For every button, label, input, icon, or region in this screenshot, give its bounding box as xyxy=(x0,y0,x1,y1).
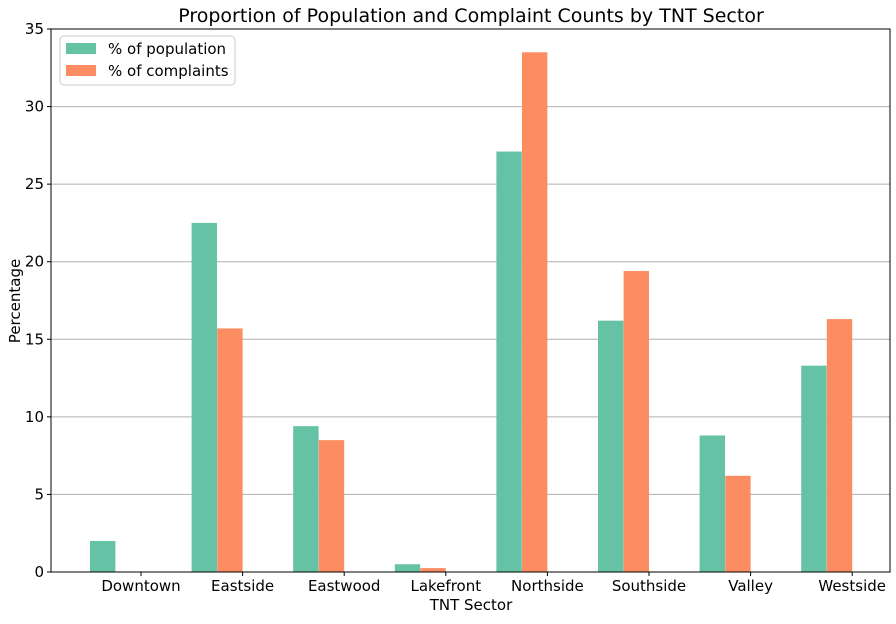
legend-box xyxy=(59,35,236,86)
x-tick-label: Lakefront xyxy=(410,577,481,595)
population-bar-eastside xyxy=(191,222,217,572)
population-bar-northside xyxy=(496,151,522,572)
x-tick-label: Northside xyxy=(511,577,584,595)
y-tick-label: 10 xyxy=(25,408,44,426)
complaints-bar-lakefront xyxy=(420,568,446,572)
legend-swatch xyxy=(66,43,96,54)
complaints-bar-eastwood xyxy=(318,440,345,572)
y-tick-label: 0 xyxy=(34,563,44,581)
x-axis-label: TNT Sector xyxy=(429,596,513,614)
legend-label: % of complaints xyxy=(108,62,229,80)
y-tick-label: 15 xyxy=(25,330,44,348)
chart-title: Proportion of Population and Complaint C… xyxy=(178,5,764,27)
y-tick-label: 20 xyxy=(25,253,44,271)
complaints-bar-northside xyxy=(522,52,548,573)
y-axis-label: Percentage xyxy=(6,259,24,343)
gridlines xyxy=(51,28,890,573)
legend-swatch xyxy=(66,65,96,76)
complaints-bar-eastside xyxy=(217,328,243,572)
x-tick-label: Eastside xyxy=(211,577,274,595)
complaints-bar-westside xyxy=(826,319,853,572)
plot-frame xyxy=(50,28,891,573)
y-tick-label: 30 xyxy=(25,98,44,116)
x-tick-label: Westside xyxy=(818,577,886,595)
x-tick-label: Eastwood xyxy=(308,577,381,595)
x-tick-label: Downtown xyxy=(101,577,180,595)
x-tick-label: Valley xyxy=(728,577,773,595)
complaints-bar-valley xyxy=(725,475,751,572)
legend-label: % of population xyxy=(108,40,226,58)
legend: % of population % of complaints xyxy=(59,35,236,86)
population-bar-southside xyxy=(598,320,624,572)
axes: 0 5 10 15 20 25 30 35 Downtown Eastside Eastwood La… xyxy=(25,20,891,595)
population-bar-eastwood xyxy=(293,426,319,572)
bars xyxy=(90,52,853,573)
population-bar-lakefront xyxy=(394,564,421,572)
complaints-bar-southside xyxy=(623,271,649,572)
y-tick-label: 25 xyxy=(25,175,44,193)
population-bar-valley xyxy=(699,435,725,572)
population-bar-westside xyxy=(801,365,827,572)
y-tick-label: 5 xyxy=(34,485,44,503)
y-tick-label: 35 xyxy=(25,20,44,38)
x-tick-label: Southside xyxy=(612,577,686,595)
population-bar-downtown xyxy=(90,540,116,572)
